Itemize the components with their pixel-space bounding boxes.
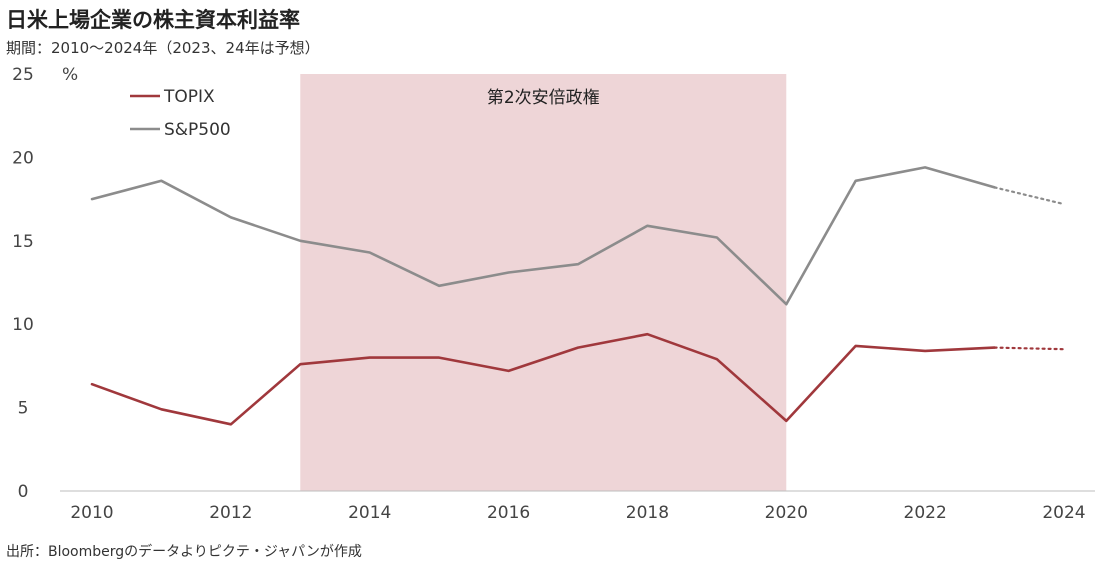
series-forecast-line-sp500 — [993, 186, 1066, 206]
y-unit-label: % — [62, 65, 78, 85]
series-forecast-line-topix — [993, 346, 1066, 351]
series-line-sp500 — [90, 166, 996, 306]
x-tick-label: 2022 — [904, 503, 947, 523]
x-tick-label: 2014 — [348, 503, 391, 523]
chart-source: 出所：Bloombergのデータよりピクテ・ジャパンが作成 — [6, 544, 362, 560]
y-tick-label: 25 — [12, 65, 34, 85]
y-tick-label: 15 — [12, 232, 34, 252]
x-tick-label: 2020 — [765, 503, 808, 523]
x-tick-label: 2016 — [487, 503, 530, 523]
x-tick-label: 2024 — [1042, 503, 1085, 523]
y-tick-label: 5 — [18, 399, 29, 419]
shaded-band-label: 第2次安倍政権 — [487, 88, 600, 108]
x-tick-label: 2010 — [70, 503, 113, 523]
legend-label: TOPIX — [163, 87, 215, 107]
y-tick-label: 0 — [18, 482, 29, 502]
y-tick-label: 20 — [12, 148, 34, 168]
shaded-band — [300, 74, 787, 491]
chart-subtitle: 期間：2010～2024年（2023、24年は予想） — [6, 39, 320, 57]
legend-label: S&P500 — [164, 120, 231, 140]
x-tick-label: 2012 — [209, 503, 252, 523]
series-line-topix — [90, 332, 996, 426]
x-tick-label: 2018 — [626, 503, 669, 523]
y-tick-label: 10 — [12, 315, 34, 335]
chart-title: 日米上場企業の株主資本利益率 — [6, 8, 300, 32]
